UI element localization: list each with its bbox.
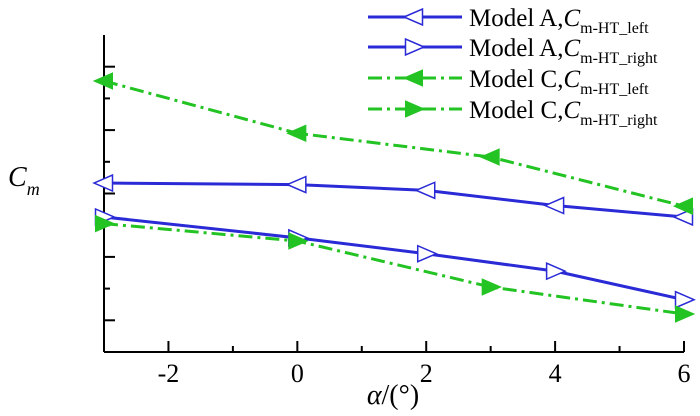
data-point [402,7,424,27]
x-tick-label: -2 [158,359,180,388]
data-point [674,290,696,309]
data-point [672,207,694,227]
legend-label-sub: m-HT_left [580,81,649,98]
y-axis-title-main: C [8,162,27,193]
data-point [479,148,500,166]
data-point [95,214,116,233]
legend-label-sub: m-HT_right [580,50,658,67]
legend-label-italic: C [563,66,580,93]
x-axis-title: α/(°) [367,380,419,411]
legend-label-main: Model C, [469,97,563,124]
data-point [285,175,307,194]
axes: -2 0 2 4 6 [103,35,691,388]
series-3 [92,72,693,215]
legend-label-main: Model A, [469,5,563,32]
series-2 [94,207,696,309]
y-axis-title: Cm [8,162,40,199]
data-point [286,124,307,143]
legend-label-main: Model C, [469,66,563,93]
legend-label-sub: m-HT_left [580,20,649,37]
x-tick-label: 6 [678,359,691,388]
legend-label: Model A,Cm-HT_right [469,35,658,67]
legend-label: Model A,Cm-HT_left [469,5,649,37]
data-point [404,37,426,57]
data-point [92,173,114,193]
data-point [481,278,502,296]
data-point [416,244,439,263]
legend-label: Model C,Cm-HT_left [469,66,649,98]
data-point [405,100,426,118]
x-tick-label: 4 [549,359,562,388]
series-line [103,215,685,302]
series-line [103,181,685,219]
legend-label-italic: C [563,35,580,62]
plot-series [92,72,696,323]
data-point [543,196,565,215]
legend-entry: Model C,Cm-HT_left [368,66,649,98]
series-line [103,222,685,316]
data-point [92,72,113,90]
legend-label-main: Model A, [469,35,563,62]
x-tick-label: 2 [420,359,433,388]
data-point [545,262,568,281]
data-point [414,181,436,200]
legend-label-sub: m-HT_right [580,112,658,129]
legend-label: Model C,Cm-HT_right [469,97,658,129]
data-point [288,232,309,250]
legend-label-italic: C [563,97,580,124]
x-tick-label: 0 [291,359,304,388]
x-axis-title-italic: α [367,380,383,411]
series-1 [92,173,694,227]
legend-entry: Model C,Cm-HT_right [368,97,658,129]
series-line [103,79,685,208]
y-axis-title-sub: m [27,179,40,199]
x-axis-title-unit: /(°) [382,380,420,411]
data-point [672,197,693,215]
data-point [675,305,696,323]
legend-entry: Model A,Cm-HT_left [368,5,649,37]
legend-entry: Model A,Cm-HT_right [368,35,658,67]
series-4 [95,214,696,323]
data-point [402,69,423,87]
legend-label-italic: C [563,5,580,32]
